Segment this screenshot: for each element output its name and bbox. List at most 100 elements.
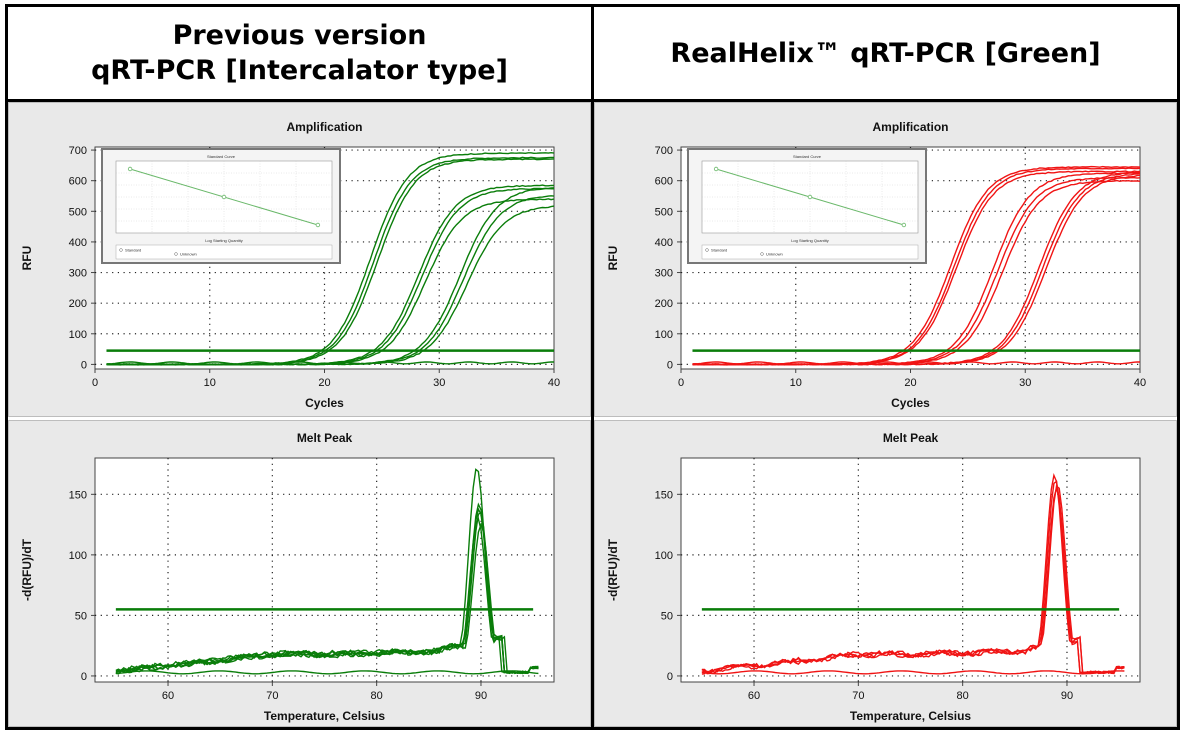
melt-curve bbox=[701, 484, 1125, 675]
inset-point bbox=[315, 222, 321, 228]
inset-point bbox=[713, 166, 719, 172]
inset-legend-standard: Standard bbox=[711, 248, 727, 253]
y-axis-label: RFU bbox=[606, 246, 620, 271]
inset-xlabel: Log Starting Quantity bbox=[791, 238, 829, 243]
header-right-line1: RealHelix™ qRT-PCR [Green] bbox=[670, 37, 1101, 69]
series-group bbox=[701, 472, 1125, 675]
chart-svg: Melt Peak 60 70 80 90 0 50 100 150 Temperature, C… bbox=[606, 431, 1141, 723]
x-axis-label: Cycles bbox=[305, 396, 344, 410]
standard-curve-inset: Standard Curve Log Starting Quantity Stand… bbox=[101, 148, 341, 264]
inset-legend-marker bbox=[705, 248, 709, 252]
x-axis-label: Cycles bbox=[891, 396, 930, 410]
chart-title: Amplification bbox=[286, 120, 362, 134]
x-tick-label: 0 bbox=[678, 377, 684, 389]
x-tick-label: 90 bbox=[475, 690, 487, 702]
y-tick-label: 100 bbox=[655, 329, 673, 341]
x-tick-label: 40 bbox=[1134, 377, 1146, 389]
inset-point bbox=[127, 166, 133, 172]
amplification-curve bbox=[106, 205, 554, 366]
x-tick-label: 60 bbox=[162, 690, 174, 702]
header-left-line2: qRT-PCR [Intercalator type] bbox=[91, 55, 508, 86]
y-axis-label: -d(RFU)/dT bbox=[606, 538, 620, 601]
y-axis-label: RFU bbox=[20, 246, 34, 271]
plot-area bbox=[680, 457, 1141, 683]
melt-curve bbox=[115, 670, 539, 675]
series-group bbox=[115, 468, 539, 675]
y-axis-label: -d(RFU)/dT bbox=[20, 538, 34, 601]
x-tick-label: 90 bbox=[1061, 690, 1073, 702]
inset-title: Standard Curve bbox=[207, 154, 236, 159]
inset-legend-marker bbox=[119, 248, 123, 252]
y-tick-label: 100 bbox=[69, 550, 87, 562]
inset-xlabel: Log Starting Quantity bbox=[205, 238, 243, 243]
amplification-curve bbox=[106, 361, 554, 365]
inset-legend-unknown: Unknown bbox=[766, 252, 783, 257]
amplification-curve bbox=[692, 361, 1140, 365]
series-group bbox=[692, 165, 1140, 366]
x-tick-label: 30 bbox=[433, 377, 445, 389]
y-tick-label: 200 bbox=[69, 298, 87, 310]
x-tick-label: 20 bbox=[318, 377, 330, 389]
chart-title: Melt Peak bbox=[297, 431, 353, 445]
y-tick-label: 100 bbox=[655, 550, 673, 562]
y-tick-label: 400 bbox=[655, 237, 673, 249]
x-tick-label: 30 bbox=[1019, 377, 1031, 389]
inset-point bbox=[901, 222, 907, 228]
y-tick-label: 0 bbox=[667, 359, 673, 371]
x-tick-label: 70 bbox=[852, 690, 864, 702]
y-tick-label: 500 bbox=[69, 206, 87, 218]
x-axis-label: Temperature, Celsius bbox=[264, 709, 385, 723]
y-tick-label: 300 bbox=[655, 268, 673, 280]
standard-curve-inset: Standard Curve Log Starting Quantity Stand… bbox=[687, 148, 927, 264]
chart-title: Amplification bbox=[872, 120, 948, 134]
y-tick-label: 600 bbox=[655, 176, 673, 188]
header-realhelix: RealHelix™ qRT-PCR [Green] bbox=[594, 7, 1177, 99]
header-left-line1: Previous version bbox=[172, 20, 427, 51]
y-tick-label: 150 bbox=[655, 489, 673, 501]
chart-svg: Melt Peak 60 70 80 90 0 50 100 150 Temperature, C… bbox=[20, 431, 555, 723]
header-divider bbox=[5, 99, 1180, 102]
melt-peak-panel-previous: Melt Peak 60 70 80 90 0 50 100 150 Temperature, C… bbox=[8, 420, 591, 727]
melt-peak-panel-realhelix: Melt Peak 60 70 80 90 0 50 100 150 Temperature, C… bbox=[594, 420, 1177, 727]
y-tick-label: 200 bbox=[655, 298, 673, 310]
x-axis-label: Temperature, Celsius bbox=[850, 709, 971, 723]
y-tick-label: 150 bbox=[69, 489, 87, 501]
y-tick-label: 0 bbox=[667, 671, 673, 683]
y-tick-label: 400 bbox=[69, 237, 87, 249]
melt-curve bbox=[701, 485, 1125, 675]
y-tick-label: 600 bbox=[69, 176, 87, 188]
y-tick-label: 700 bbox=[655, 145, 673, 157]
y-tick-label: 300 bbox=[69, 268, 87, 280]
y-tick-label: 700 bbox=[69, 145, 87, 157]
y-tick-label: 50 bbox=[661, 610, 673, 622]
x-tick-label: 60 bbox=[748, 690, 760, 702]
x-tick-label: 10 bbox=[790, 377, 802, 389]
y-tick-label: 0 bbox=[81, 671, 87, 683]
amplification-curve bbox=[692, 174, 1140, 366]
header-previous-version: Previous version qRT-PCR [Intercalator t… bbox=[8, 7, 591, 99]
inset-legend-marker bbox=[760, 252, 764, 256]
column-divider bbox=[591, 4, 594, 730]
y-tick-label: 50 bbox=[75, 610, 87, 622]
series-group bbox=[106, 151, 554, 366]
amplification-panel-previous: Amplification 0 10 20 30 40 0 100 200 300 400 500 60… bbox=[8, 102, 591, 417]
melt-curve bbox=[701, 670, 1125, 675]
x-tick-label: 40 bbox=[548, 377, 560, 389]
inset-legend-standard: Standard bbox=[125, 248, 141, 253]
x-tick-label: 0 bbox=[92, 377, 98, 389]
melt-curve bbox=[115, 522, 539, 675]
inset-title: Standard Curve bbox=[793, 154, 822, 159]
y-tick-label: 0 bbox=[81, 359, 87, 371]
inset-legend-box bbox=[115, 244, 333, 260]
inset-legend-unknown: Unknown bbox=[180, 252, 197, 257]
inset-legend-box bbox=[701, 244, 919, 260]
x-tick-label: 80 bbox=[371, 690, 383, 702]
x-tick-label: 10 bbox=[204, 377, 216, 389]
y-tick-label: 100 bbox=[69, 329, 87, 341]
x-tick-label: 80 bbox=[957, 690, 969, 702]
inset-legend-marker bbox=[174, 252, 178, 256]
inset-point bbox=[221, 194, 227, 200]
amplification-panel-realhelix: Amplification 0 10 20 30 40 0 100 200 300 400 500 60… bbox=[594, 102, 1177, 417]
plot-area bbox=[94, 457, 555, 683]
